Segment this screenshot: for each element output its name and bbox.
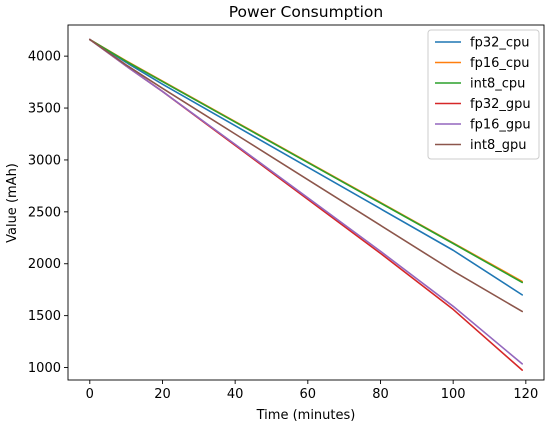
legend-label-int8_gpu: int8_gpu <box>470 138 526 153</box>
legend-label-fp32_cpu: fp32_cpu <box>470 36 530 51</box>
x-axis-label: Time (minutes) <box>256 408 356 423</box>
y-tick-label: 1000 <box>28 361 61 376</box>
series-line-fp32_cpu <box>89 38 524 296</box>
plot-area <box>89 38 524 371</box>
x-tick-label: 100 <box>441 387 466 402</box>
series-line-fp16_gpu <box>89 38 524 365</box>
legend-label-fp32_gpu: fp32_gpu <box>470 97 531 112</box>
y-tick-label: 3500 <box>28 102 61 117</box>
legend-label-fp16_cpu: fp16_cpu <box>470 56 530 71</box>
legend-label-int8_cpu: int8_cpu <box>470 77 525 92</box>
x-tick-label: 80 <box>372 387 389 402</box>
y-tick-label: 1500 <box>28 309 61 324</box>
series-line-int8_cpu <box>89 38 524 284</box>
axes: 0 20 40 60 80 100 120 1000 1500 2000 2500 3000 3500 4… <box>28 24 545 402</box>
y-tick-label: 4000 <box>28 50 61 65</box>
legend-label-fp16_gpu: fp16_gpu <box>470 118 531 133</box>
y-tick-label: 3000 <box>28 153 61 168</box>
x-tick-label: 20 <box>154 387 171 402</box>
y-tick-label: 2000 <box>28 257 61 272</box>
legend: fp32_cpu fp16_cpu int8_cpu fp32_gpu fp16_gpu… <box>427 29 540 160</box>
plot-frame <box>67 24 545 381</box>
y-axis-label: Value (mAh) <box>5 163 20 243</box>
x-tick-label: 60 <box>300 387 317 402</box>
x-tick-label: 120 <box>513 387 538 402</box>
y-tick-label: 2500 <box>28 205 61 220</box>
x-tick-label: 40 <box>227 387 244 402</box>
chart-title: Power Consumption <box>229 3 383 21</box>
series-line-int8_gpu <box>89 38 524 313</box>
x-tick-label: 0 <box>86 387 94 402</box>
